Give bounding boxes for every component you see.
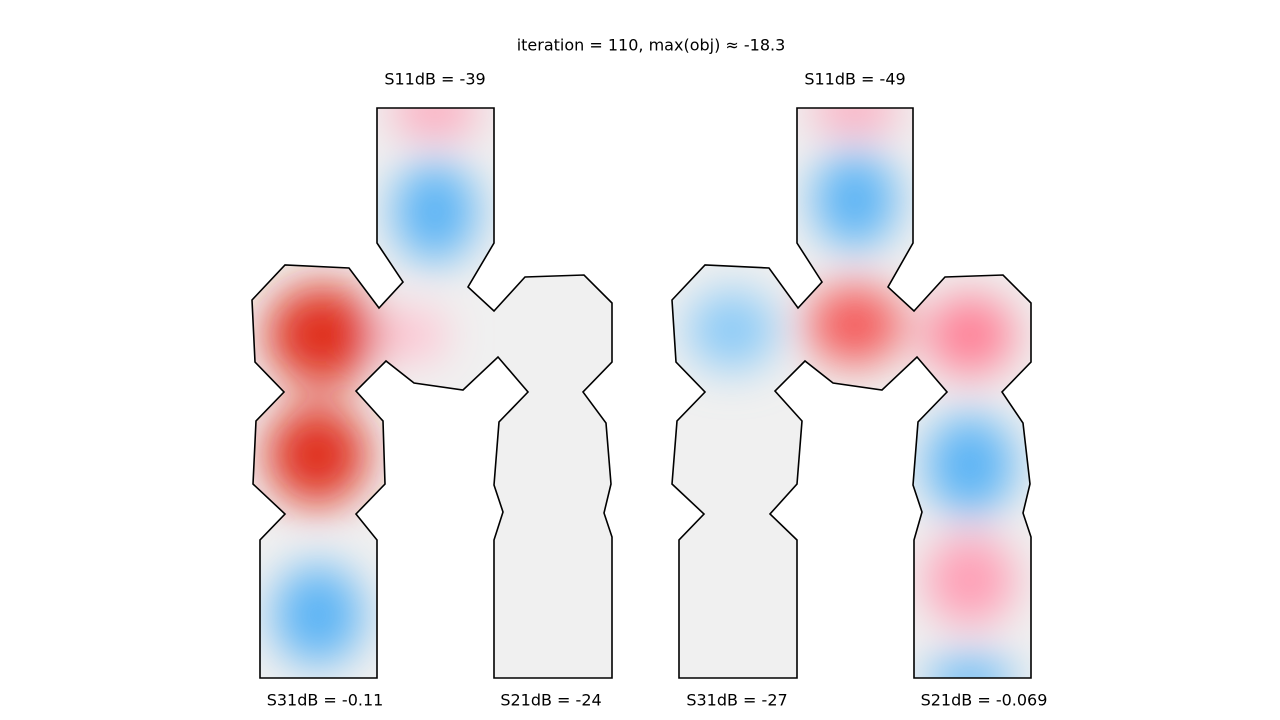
field-blob	[813, 152, 897, 248]
field-right	[672, 108, 1031, 678]
port-label: S31dB = -0.11	[267, 691, 384, 710]
field-blob	[273, 565, 363, 665]
field-blob	[925, 415, 1015, 515]
field-blob	[925, 658, 1015, 678]
field-blob	[807, 285, 903, 365]
port-label: S11dB = -49	[804, 70, 905, 89]
field-blobs	[267, 108, 480, 665]
field-blob	[810, 108, 900, 130]
field-blob	[390, 108, 480, 134]
field-blob	[687, 290, 777, 370]
port-label: S11dB = -39	[384, 70, 485, 89]
port-label: S21dB = -24	[500, 691, 601, 710]
field-blob	[377, 310, 447, 360]
field-blob	[267, 405, 367, 505]
port-label: S31dB = -27	[686, 691, 787, 710]
field-blob	[925, 295, 1015, 375]
field-blobs	[687, 108, 1015, 678]
field-blob	[393, 162, 477, 262]
port-label: S21dB = -0.069	[921, 691, 1048, 710]
figure-title: iteration = 110, max(obj) ≈ -18.3	[517, 36, 786, 55]
field-left	[252, 108, 612, 678]
field-blob	[925, 535, 1015, 625]
field-blob	[267, 285, 377, 385]
